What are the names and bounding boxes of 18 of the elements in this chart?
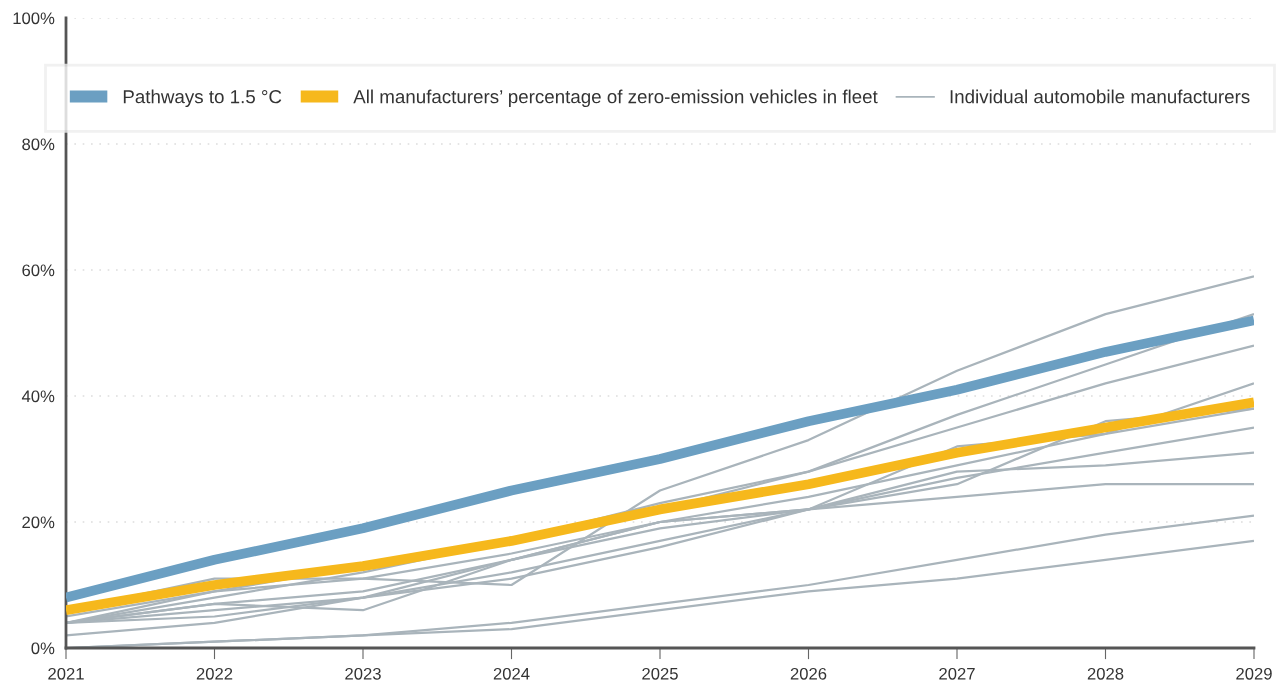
legend-label: Individual automobile manufacturers [950, 89, 1250, 104]
x-tick-label: 2026 [790, 667, 827, 680]
x-tick-label: 2025 [642, 667, 678, 680]
y-tick-label: 60% [22, 264, 55, 277]
x-tick-label: 2027 [939, 667, 975, 680]
y-tick-label: 100% [13, 12, 55, 25]
x-tick-label: 2029 [1236, 667, 1272, 680]
y-tick-label: 0% [31, 642, 55, 655]
y-tick-label: 80% [22, 138, 55, 151]
y-tick-label: 40% [21, 390, 55, 403]
legend-label: All manufacturers’ percentage of zero-emission vehicles in fleet [353, 89, 878, 108]
x-tick-label: 2028 [1087, 667, 1124, 680]
x-tick-label: 2021 [48, 667, 84, 680]
legend-label: Pathways to 1.5 °C [123, 89, 282, 108]
x-tick-label: 2024 [493, 667, 530, 680]
x-tick-label: 2022 [196, 667, 233, 680]
x-tick-label: 2023 [345, 667, 381, 680]
y-tick-label: 20% [22, 516, 55, 529]
